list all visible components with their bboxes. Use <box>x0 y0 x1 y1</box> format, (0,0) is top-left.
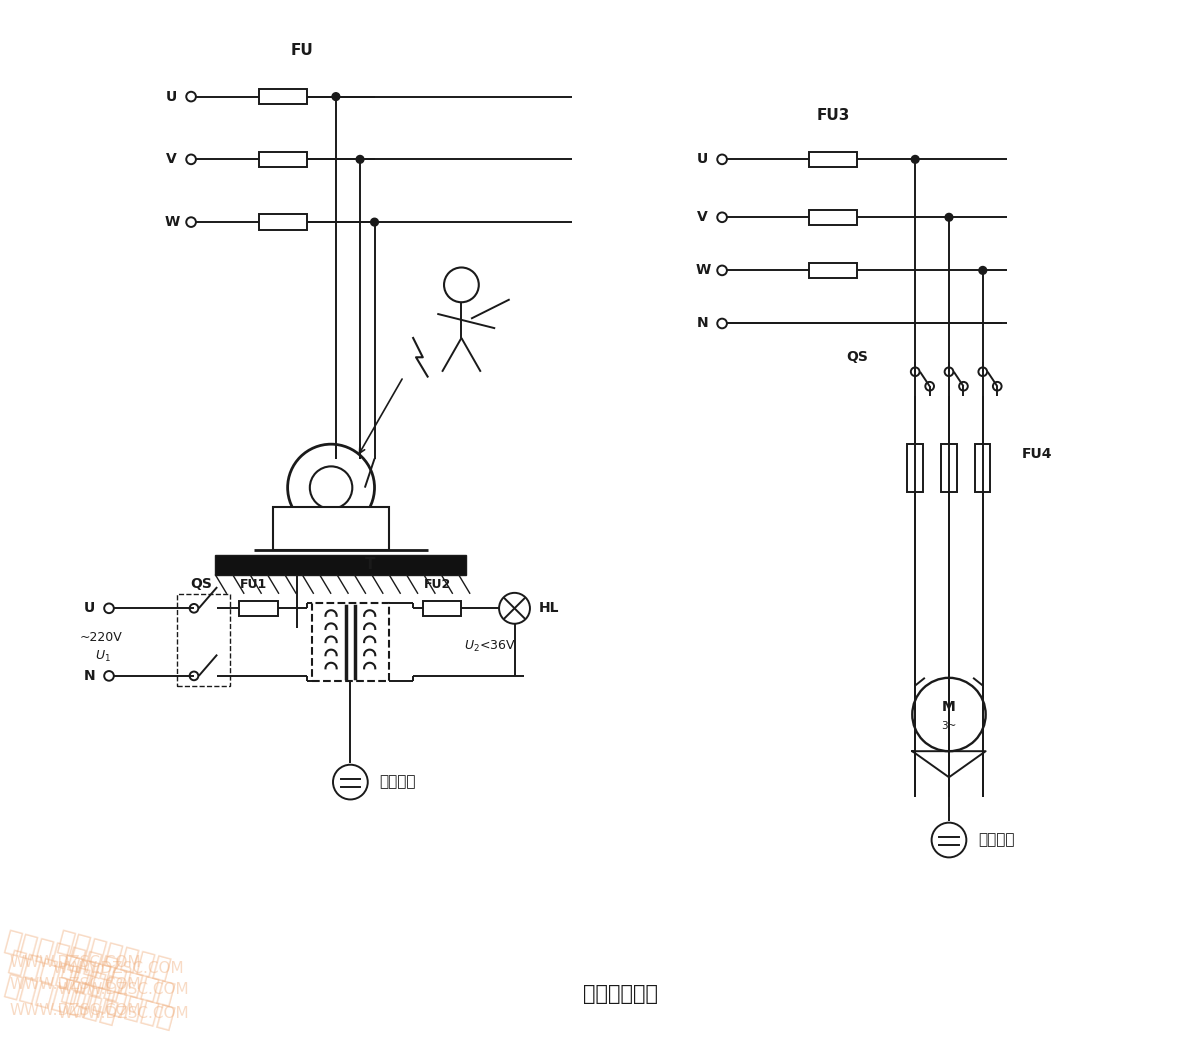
Text: HL: HL <box>539 601 559 615</box>
Circle shape <box>992 382 1002 391</box>
Circle shape <box>186 92 196 101</box>
Bar <box>907 444 923 493</box>
Circle shape <box>371 218 378 226</box>
Circle shape <box>911 368 919 376</box>
Circle shape <box>718 318 727 329</box>
Bar <box>176 594 229 686</box>
Bar <box>809 209 857 225</box>
Bar <box>259 89 307 105</box>
Text: V: V <box>167 152 178 166</box>
Text: FU: FU <box>290 42 313 58</box>
Text: U: U <box>697 152 708 166</box>
Text: 3~: 3~ <box>941 721 956 731</box>
Text: N: N <box>697 316 708 331</box>
Circle shape <box>190 604 198 613</box>
Circle shape <box>104 604 114 613</box>
Bar <box>215 555 467 575</box>
Circle shape <box>718 265 727 275</box>
Text: N: N <box>84 669 96 683</box>
Text: WWW.DZSC.COM: WWW.DZSC.COM <box>10 956 142 970</box>
Text: FU2: FU2 <box>424 578 451 591</box>
Text: $U_2$<36V: $U_2$<36V <box>464 639 516 654</box>
Bar <box>422 600 462 616</box>
Text: U: U <box>84 601 95 615</box>
Text: $U_1$: $U_1$ <box>95 649 110 664</box>
Text: WWW.DZSC.COM: WWW.DZSC.COM <box>10 978 142 993</box>
Text: WWW.DZSC.COM: WWW.DZSC.COM <box>53 961 185 976</box>
Circle shape <box>946 214 953 221</box>
Circle shape <box>186 154 196 164</box>
Bar <box>976 444 990 493</box>
Circle shape <box>190 671 198 681</box>
Bar <box>239 600 278 616</box>
Text: U: U <box>166 90 178 104</box>
Bar <box>809 151 857 167</box>
Circle shape <box>718 212 727 222</box>
Text: 维库电子市场网: 维库电子市场网 <box>1 927 120 984</box>
Circle shape <box>718 154 727 164</box>
Text: 保护接地: 保护接地 <box>978 833 1014 848</box>
Circle shape <box>356 155 364 163</box>
Text: WWW.DZSC.COM: WWW.DZSC.COM <box>58 1006 190 1021</box>
Text: 保护接地电路: 保护接地电路 <box>583 984 659 1004</box>
Text: FU4: FU4 <box>1021 447 1052 461</box>
Text: QS: QS <box>846 350 868 365</box>
Circle shape <box>944 368 953 376</box>
Text: 维库电子市场网: 维库电子市场网 <box>1 970 120 1027</box>
Text: 维库电子市场网: 维库电子市场网 <box>6 947 125 1004</box>
Circle shape <box>931 822 966 857</box>
Text: FU3: FU3 <box>816 109 850 124</box>
Circle shape <box>499 593 530 624</box>
Circle shape <box>979 266 986 274</box>
Bar <box>941 444 956 493</box>
Circle shape <box>186 218 196 227</box>
Bar <box>274 507 389 551</box>
Bar <box>312 604 389 681</box>
Circle shape <box>444 267 479 302</box>
Bar <box>259 215 307 229</box>
Text: WWW.DZSC.COM: WWW.DZSC.COM <box>10 1003 142 1018</box>
Circle shape <box>925 382 934 391</box>
Text: QS: QS <box>190 577 211 591</box>
Bar <box>809 262 857 278</box>
Text: M: M <box>942 700 956 713</box>
Text: V: V <box>697 210 708 224</box>
Text: W: W <box>164 216 179 229</box>
Circle shape <box>978 368 988 376</box>
Circle shape <box>288 444 374 531</box>
Circle shape <box>912 678 985 752</box>
Text: 维库电子市场网: 维库电子市场网 <box>54 927 174 984</box>
Circle shape <box>959 382 968 391</box>
Circle shape <box>334 764 367 799</box>
Text: 保护接地: 保护接地 <box>379 775 416 790</box>
Circle shape <box>332 93 340 100</box>
Text: ~220V: ~220V <box>80 631 122 644</box>
Text: T: T <box>365 557 374 572</box>
Text: W: W <box>695 263 710 277</box>
Text: 维库电子市场网: 维库电子市场网 <box>59 951 179 1008</box>
Circle shape <box>911 155 919 163</box>
Text: 维库电子市场网: 维库电子市场网 <box>59 976 179 1033</box>
Text: FU1: FU1 <box>240 578 268 591</box>
Bar <box>259 151 307 167</box>
Circle shape <box>104 671 114 681</box>
Text: WWW.DZSC.COM: WWW.DZSC.COM <box>58 982 190 997</box>
